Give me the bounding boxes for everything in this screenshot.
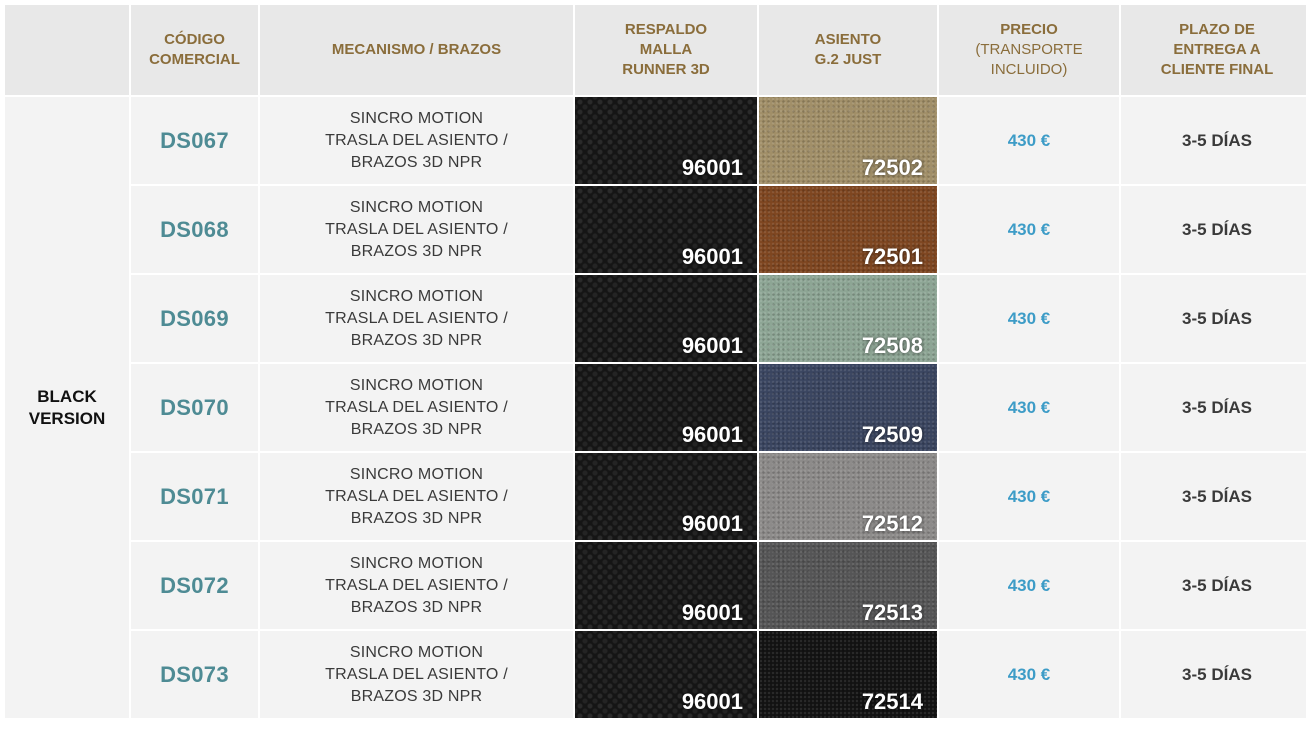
seat-swatch: 72509 (759, 364, 937, 451)
header-delivery: PLAZO DE ENTREGA A CLIENTE FINAL (1121, 5, 1306, 95)
price-cell: 430 € (939, 631, 1119, 718)
mechanism-cell: SINCRO MOTION TRASLA DEL ASIENTO / BRAZO… (260, 453, 573, 540)
price-value: 430 € (1007, 575, 1051, 595)
backrest-code: 96001 (681, 600, 743, 625)
code-cell: DS068 (131, 186, 258, 273)
price-cell: 430 € (939, 364, 1119, 451)
delivery-value: 3-5 DÍAS (1182, 308, 1252, 328)
delivery-value: 3-5 DÍAS (1182, 664, 1252, 684)
seat-swatch: 72514 (759, 631, 937, 718)
product-code: DS068 (160, 216, 229, 242)
product-code: DS067 (160, 127, 229, 153)
mechanism-text: SINCRO MOTION TRASLA DEL ASIENTO / BRAZO… (325, 109, 508, 171)
header-mechanism: MECANISMO / BRAZOS (260, 5, 573, 95)
delivery-cell: 3-5 DÍAS (1121, 97, 1306, 184)
price-value: 430 € (1007, 397, 1051, 417)
code-cell: DS072 (131, 542, 258, 629)
price-value: 430 € (1007, 664, 1051, 684)
seat-swatch: 72501 (759, 186, 937, 273)
seat-code: 72508 (861, 333, 923, 358)
code-cell: DS069 (131, 275, 258, 362)
header-code: CÓDIGO COMERCIAL (131, 5, 258, 95)
delivery-value: 3-5 DÍAS (1182, 486, 1252, 506)
mechanism-text: SINCRO MOTION TRASLA DEL ASIENTO / BRAZO… (325, 376, 508, 438)
backrest-swatch: 96001 (575, 453, 757, 540)
backrest-swatch: 96001 (575, 631, 757, 718)
mechanism-cell: SINCRO MOTION TRASLA DEL ASIENTO / BRAZO… (260, 97, 573, 184)
header-backrest: RESPALDO MALLA RUNNER 3D (575, 5, 757, 95)
price-value: 430 € (1007, 486, 1051, 506)
header-seat: ASIENTO G.2 JUST (759, 5, 937, 95)
delivery-cell: 3-5 DÍAS (1121, 364, 1306, 451)
mechanism-text: SINCRO MOTION TRASLA DEL ASIENTO / BRAZO… (325, 287, 508, 349)
seat-code: 72513 (861, 600, 923, 625)
delivery-cell: 3-5 DÍAS (1121, 453, 1306, 540)
product-code: DS069 (160, 305, 229, 331)
backrest-swatch: 96001 (575, 364, 757, 451)
seat-code: 72514 (861, 689, 923, 714)
mechanism-text: SINCRO MOTION TRASLA DEL ASIENTO / BRAZO… (325, 643, 508, 705)
backrest-swatch: 96001 (575, 275, 757, 362)
price-cell: 430 € (939, 186, 1119, 273)
header-price-title: PRECIO (1000, 21, 1058, 38)
delivery-cell: 3-5 DÍAS (1121, 631, 1306, 718)
price-cell: 430 € (939, 275, 1119, 362)
seat-swatch: 72513 (759, 542, 937, 629)
version-label: BLACK VERSION (5, 97, 129, 718)
price-value: 430 € (1007, 219, 1051, 239)
delivery-value: 3-5 DÍAS (1182, 130, 1252, 150)
mechanism-text: SINCRO MOTION TRASLA DEL ASIENTO / BRAZO… (325, 465, 508, 527)
delivery-value: 3-5 DÍAS (1182, 575, 1252, 595)
delivery-cell: 3-5 DÍAS (1121, 186, 1306, 273)
seat-swatch: 72512 (759, 453, 937, 540)
seat-swatch: 72508 (759, 275, 937, 362)
code-cell: DS070 (131, 364, 258, 451)
delivery-cell: 3-5 DÍAS (1121, 275, 1306, 362)
backrest-code: 96001 (681, 333, 743, 358)
seat-code: 72502 (861, 155, 923, 180)
product-code: DS070 (160, 394, 229, 420)
mechanism-cell: SINCRO MOTION TRASLA DEL ASIENTO / BRAZO… (260, 275, 573, 362)
seat-code: 72509 (861, 422, 923, 447)
product-code: DS073 (160, 661, 229, 687)
mechanism-cell: SINCRO MOTION TRASLA DEL ASIENTO / BRAZO… (260, 186, 573, 273)
mechanism-text: SINCRO MOTION TRASLA DEL ASIENTO / BRAZO… (325, 198, 508, 260)
code-cell: DS073 (131, 631, 258, 718)
delivery-value: 3-5 DÍAS (1182, 397, 1252, 417)
delivery-value: 3-5 DÍAS (1182, 219, 1252, 239)
seat-code: 72501 (861, 244, 923, 269)
delivery-cell: 3-5 DÍAS (1121, 542, 1306, 629)
backrest-code: 96001 (681, 422, 743, 447)
header-price: PRECIO (TRANSPORTE INCLUIDO) (939, 5, 1119, 95)
backrest-swatch: 96001 (575, 542, 757, 629)
price-cell: 430 € (939, 453, 1119, 540)
backrest-swatch: 96001 (575, 186, 757, 273)
seat-swatch: 72502 (759, 97, 937, 184)
price-cell: 430 € (939, 97, 1119, 184)
header-price-subtitle: (TRANSPORTE INCLUIDO) (975, 41, 1083, 78)
backrest-code: 96001 (681, 244, 743, 269)
backrest-code: 96001 (681, 689, 743, 714)
backrest-code: 96001 (681, 155, 743, 180)
seat-code: 72512 (861, 511, 923, 536)
product-grid: CÓDIGO COMERCIAL MECANISMO / BRAZOS RESP… (5, 5, 1306, 718)
price-value: 430 € (1007, 308, 1051, 328)
product-code: DS071 (160, 483, 229, 509)
mechanism-cell: SINCRO MOTION TRASLA DEL ASIENTO / BRAZO… (260, 364, 573, 451)
product-code: DS072 (160, 572, 229, 598)
backrest-code: 96001 (681, 511, 743, 536)
mechanism-text: SINCRO MOTION TRASLA DEL ASIENTO / BRAZO… (325, 554, 508, 616)
price-value: 430 € (1007, 130, 1051, 150)
mechanism-cell: SINCRO MOTION TRASLA DEL ASIENTO / BRAZO… (260, 542, 573, 629)
price-cell: 430 € (939, 542, 1119, 629)
backrest-swatch: 96001 (575, 97, 757, 184)
code-cell: DS067 (131, 97, 258, 184)
product-table: CÓDIGO COMERCIAL MECANISMO / BRAZOS RESP… (5, 5, 1306, 723)
mechanism-cell: SINCRO MOTION TRASLA DEL ASIENTO / BRAZO… (260, 631, 573, 718)
header-version-cell (5, 5, 129, 95)
code-cell: DS071 (131, 453, 258, 540)
